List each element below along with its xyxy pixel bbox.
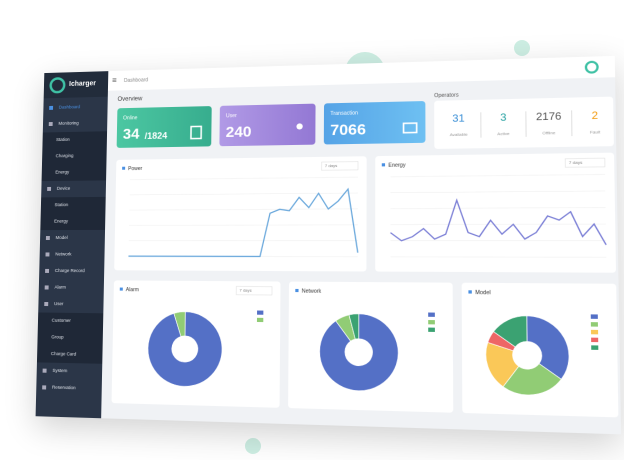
card-label: User: [226, 113, 237, 119]
menu-item[interactable]: System: [52, 368, 67, 374]
chart-title: Power: [128, 166, 143, 172]
dashboard: Icharger ≡ Dashboard Overview Online 34 …: [36, 56, 621, 434]
menu-item[interactable]: Alarm: [54, 285, 66, 290]
menu-item[interactable]: Customer: [52, 318, 72, 323]
submenu-bg: [37, 329, 103, 347]
submenu-bg: [41, 197, 106, 214]
chart-panel: [462, 283, 619, 418]
chart-panel: [112, 280, 281, 407]
chart-panel: [114, 156, 366, 271]
operator-label: Active: [497, 131, 509, 137]
menu-icon: [49, 122, 53, 126]
card-label: Transaction: [330, 110, 358, 117]
menu-item[interactable]: Group: [51, 334, 64, 339]
title-marker: [122, 167, 125, 170]
card-value: 34: [123, 126, 141, 143]
operator-label: Fault: [590, 129, 601, 135]
card-value: 7066: [330, 122, 366, 140]
filter-text: 7 days: [569, 160, 583, 166]
section-title: Overview: [118, 96, 144, 103]
legend-swatch: [591, 322, 598, 327]
dashboard-svg: Icharger ≡ Dashboard Overview Online 34 …: [36, 56, 621, 434]
legend-swatch: [591, 314, 598, 319]
page: Icharger ≡ Dashboard Overview Online 34 …: [0, 0, 624, 460]
logo-text: Icharger: [69, 80, 96, 88]
chart-title: Network: [302, 288, 322, 295]
filter-text: 7 days: [325, 163, 338, 168]
operator-value: 31: [452, 113, 464, 125]
menu-icon: [49, 106, 53, 110]
title-marker: [382, 163, 385, 166]
legend-swatch: [428, 328, 435, 332]
operator-label: Available: [450, 132, 468, 138]
decor: [245, 438, 261, 454]
decor: [514, 40, 530, 56]
menu-item[interactable]: Charge Card: [51, 351, 77, 357]
title-marker: [468, 290, 471, 293]
menu-item[interactable]: Station: [54, 202, 68, 207]
menu-icon: [46, 236, 50, 240]
legend-swatch: [257, 318, 263, 322]
filter-text: 7 days: [239, 287, 251, 292]
chart-title: Alarm: [126, 287, 139, 293]
operator-value: 2: [591, 110, 598, 122]
operator-label: Offline: [542, 130, 555, 136]
menu-item[interactable]: Reservation: [52, 385, 76, 391]
chart-title: Model: [475, 290, 490, 297]
legend-swatch: [591, 338, 598, 343]
menu-item[interactable]: Monitoring: [58, 121, 79, 126]
legend-swatch: [428, 320, 435, 324]
chart-panel: [375, 153, 616, 273]
breadcrumb: Dashboard: [124, 77, 149, 84]
menu-item[interactable]: Energy: [54, 219, 69, 224]
menu-icon: [47, 187, 51, 191]
legend-swatch: [428, 312, 435, 316]
menu-item[interactable]: User: [54, 301, 64, 306]
menu-icon[interactable]: ≡: [112, 76, 117, 85]
card-total: /1824: [145, 130, 168, 141]
title-marker: [295, 289, 298, 292]
menu-icon: [42, 385, 46, 389]
menu-item[interactable]: Device: [57, 186, 71, 191]
legend-swatch: [257, 311, 263, 315]
menu-icon: [44, 302, 48, 306]
operators-title: Operators: [434, 92, 459, 99]
menu-item[interactable]: Network: [55, 252, 72, 257]
chart-panel: [288, 282, 453, 413]
submenu-bg: [42, 164, 107, 181]
menu-item[interactable]: Energy: [55, 170, 70, 175]
card-value: 240: [226, 124, 252, 141]
operator-value: 2176: [536, 111, 562, 124]
menu-icon: [45, 285, 49, 289]
title-marker: [120, 288, 123, 291]
submenu-bg: [42, 148, 107, 165]
submenu-bg: [42, 131, 107, 148]
menu-item[interactable]: Charge Record: [55, 268, 86, 273]
menu-icon: [45, 269, 49, 273]
menu-icon: [43, 369, 47, 373]
submenu-bg: [40, 213, 105, 230]
menu-item[interactable]: Model: [56, 235, 68, 240]
menu-item[interactable]: Dashboard: [59, 104, 81, 110]
menu-item[interactable]: Charging: [56, 153, 74, 158]
legend-swatch: [591, 330, 598, 335]
menu-icon: [45, 252, 49, 256]
legend-swatch: [591, 345, 598, 350]
chart-title: Energy: [388, 162, 406, 169]
menu-item[interactable]: Station: [56, 137, 70, 142]
operator-value: 3: [500, 112, 506, 124]
card-label: Online: [123, 115, 138, 121]
